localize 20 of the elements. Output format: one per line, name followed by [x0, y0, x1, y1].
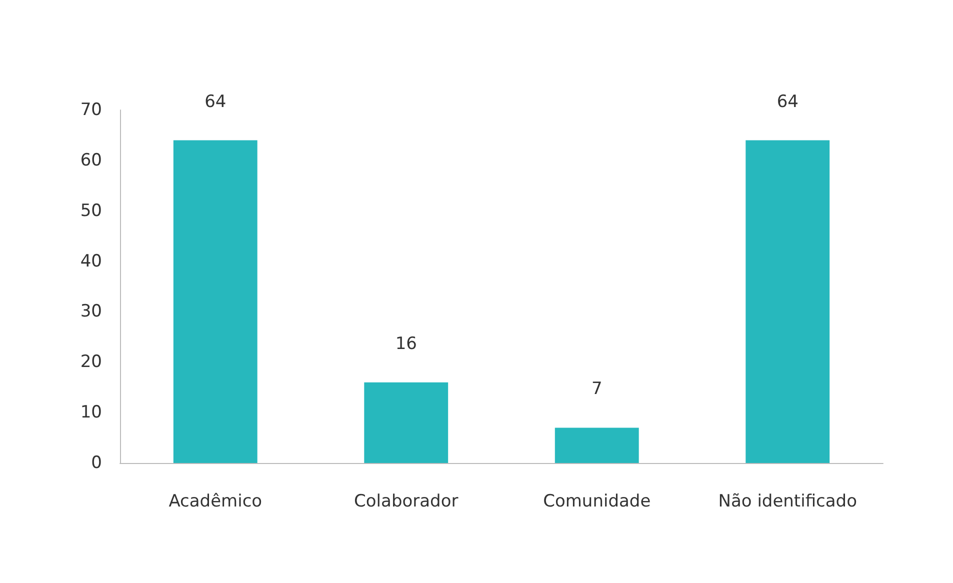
y-tick-label: 30: [80, 302, 102, 322]
y-tick-label: 10: [80, 402, 102, 423]
bar: [364, 382, 448, 463]
x-tick-label: Colaborador: [354, 492, 458, 512]
data-label: 64: [204, 92, 226, 112]
y-tick-label: 0: [91, 453, 102, 473]
x-tick-label: Não identificado: [718, 492, 857, 512]
x-tick-label: Acadêmico: [168, 492, 262, 512]
bar: [173, 140, 258, 463]
y-tick-label: 70: [80, 100, 102, 120]
y-tick-label: 40: [80, 251, 102, 272]
data-label: 7: [591, 379, 602, 400]
x-tick-label: Comunidade: [543, 492, 651, 512]
y-tick-label: 50: [80, 200, 102, 221]
y-tick-label: 60: [80, 150, 102, 170]
data-label: 16: [395, 334, 417, 354]
bar: [554, 428, 639, 463]
y-tick-label: 20: [80, 352, 102, 372]
data-label: 64: [776, 92, 798, 112]
bar: [746, 140, 830, 463]
